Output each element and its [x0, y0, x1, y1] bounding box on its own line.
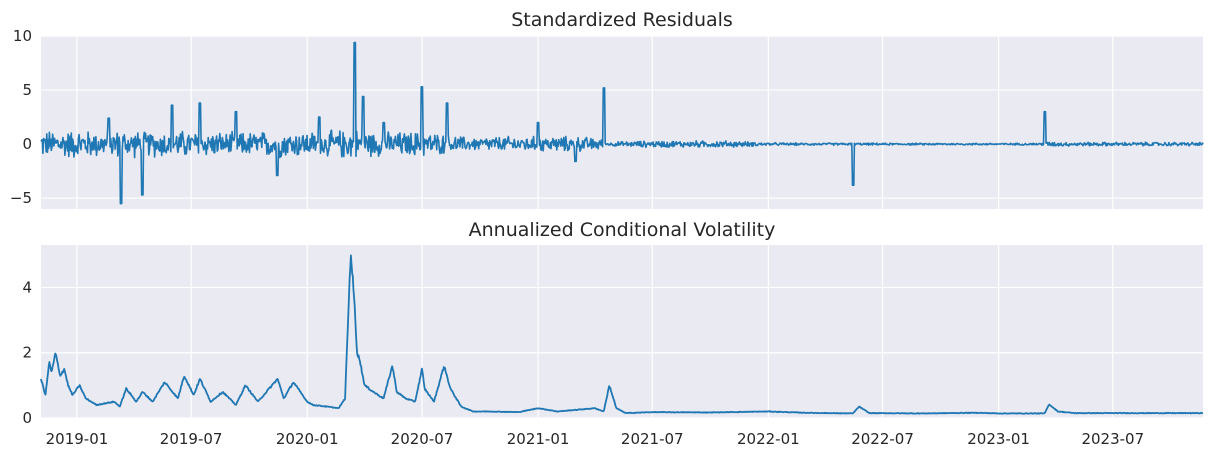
residuals-plot-area [41, 36, 1203, 209]
y-tick-label: 10 [13, 27, 32, 45]
x-tick-label: 2021-07 [621, 430, 684, 448]
y-tick-label: −5 [10, 189, 32, 207]
x-tick-label: 2019-01 [46, 430, 109, 448]
y-tick-label: 2 [22, 344, 32, 362]
volatility-panel: Annualized Conditional Volatility 0 2 4 20… [22, 219, 1204, 448]
y-tick-label: 0 [22, 135, 32, 153]
volatility-title: Annualized Conditional Volatility [469, 219, 776, 241]
y-tick-label: 0 [22, 409, 32, 427]
x-tick-label: 2019-07 [160, 430, 223, 448]
residuals-y-ticks: −5 0 5 10 [10, 27, 32, 207]
residuals-line [40, 41, 1204, 205]
volatility-x-ticks: 2019-01 2019-07 2020-01 2020-07 2021-01 2021-… [46, 430, 1145, 448]
x-tick-label: 2020-07 [391, 430, 454, 448]
x-tick-label: 2020-01 [276, 430, 339, 448]
x-tick-label: 2022-01 [737, 430, 800, 448]
volatility-line [40, 254, 1204, 415]
x-tick-label: 2023-07 [1081, 430, 1144, 448]
volatility-grid [41, 245, 1203, 419]
volatility-y-ticks: 0 2 4 [22, 278, 32, 427]
x-tick-label: 2021-01 [507, 430, 570, 448]
y-tick-label: 4 [22, 278, 32, 296]
volatility-plot-area [41, 245, 1203, 418]
residuals-panel: Standardized Residuals −5 0 5 10 [10, 9, 1204, 209]
residuals-title: Standardized Residuals [511, 9, 733, 31]
y-tick-label: 5 [22, 81, 32, 99]
x-tick-label: 2023-01 [967, 430, 1030, 448]
x-tick-label: 2022-07 [851, 430, 914, 448]
